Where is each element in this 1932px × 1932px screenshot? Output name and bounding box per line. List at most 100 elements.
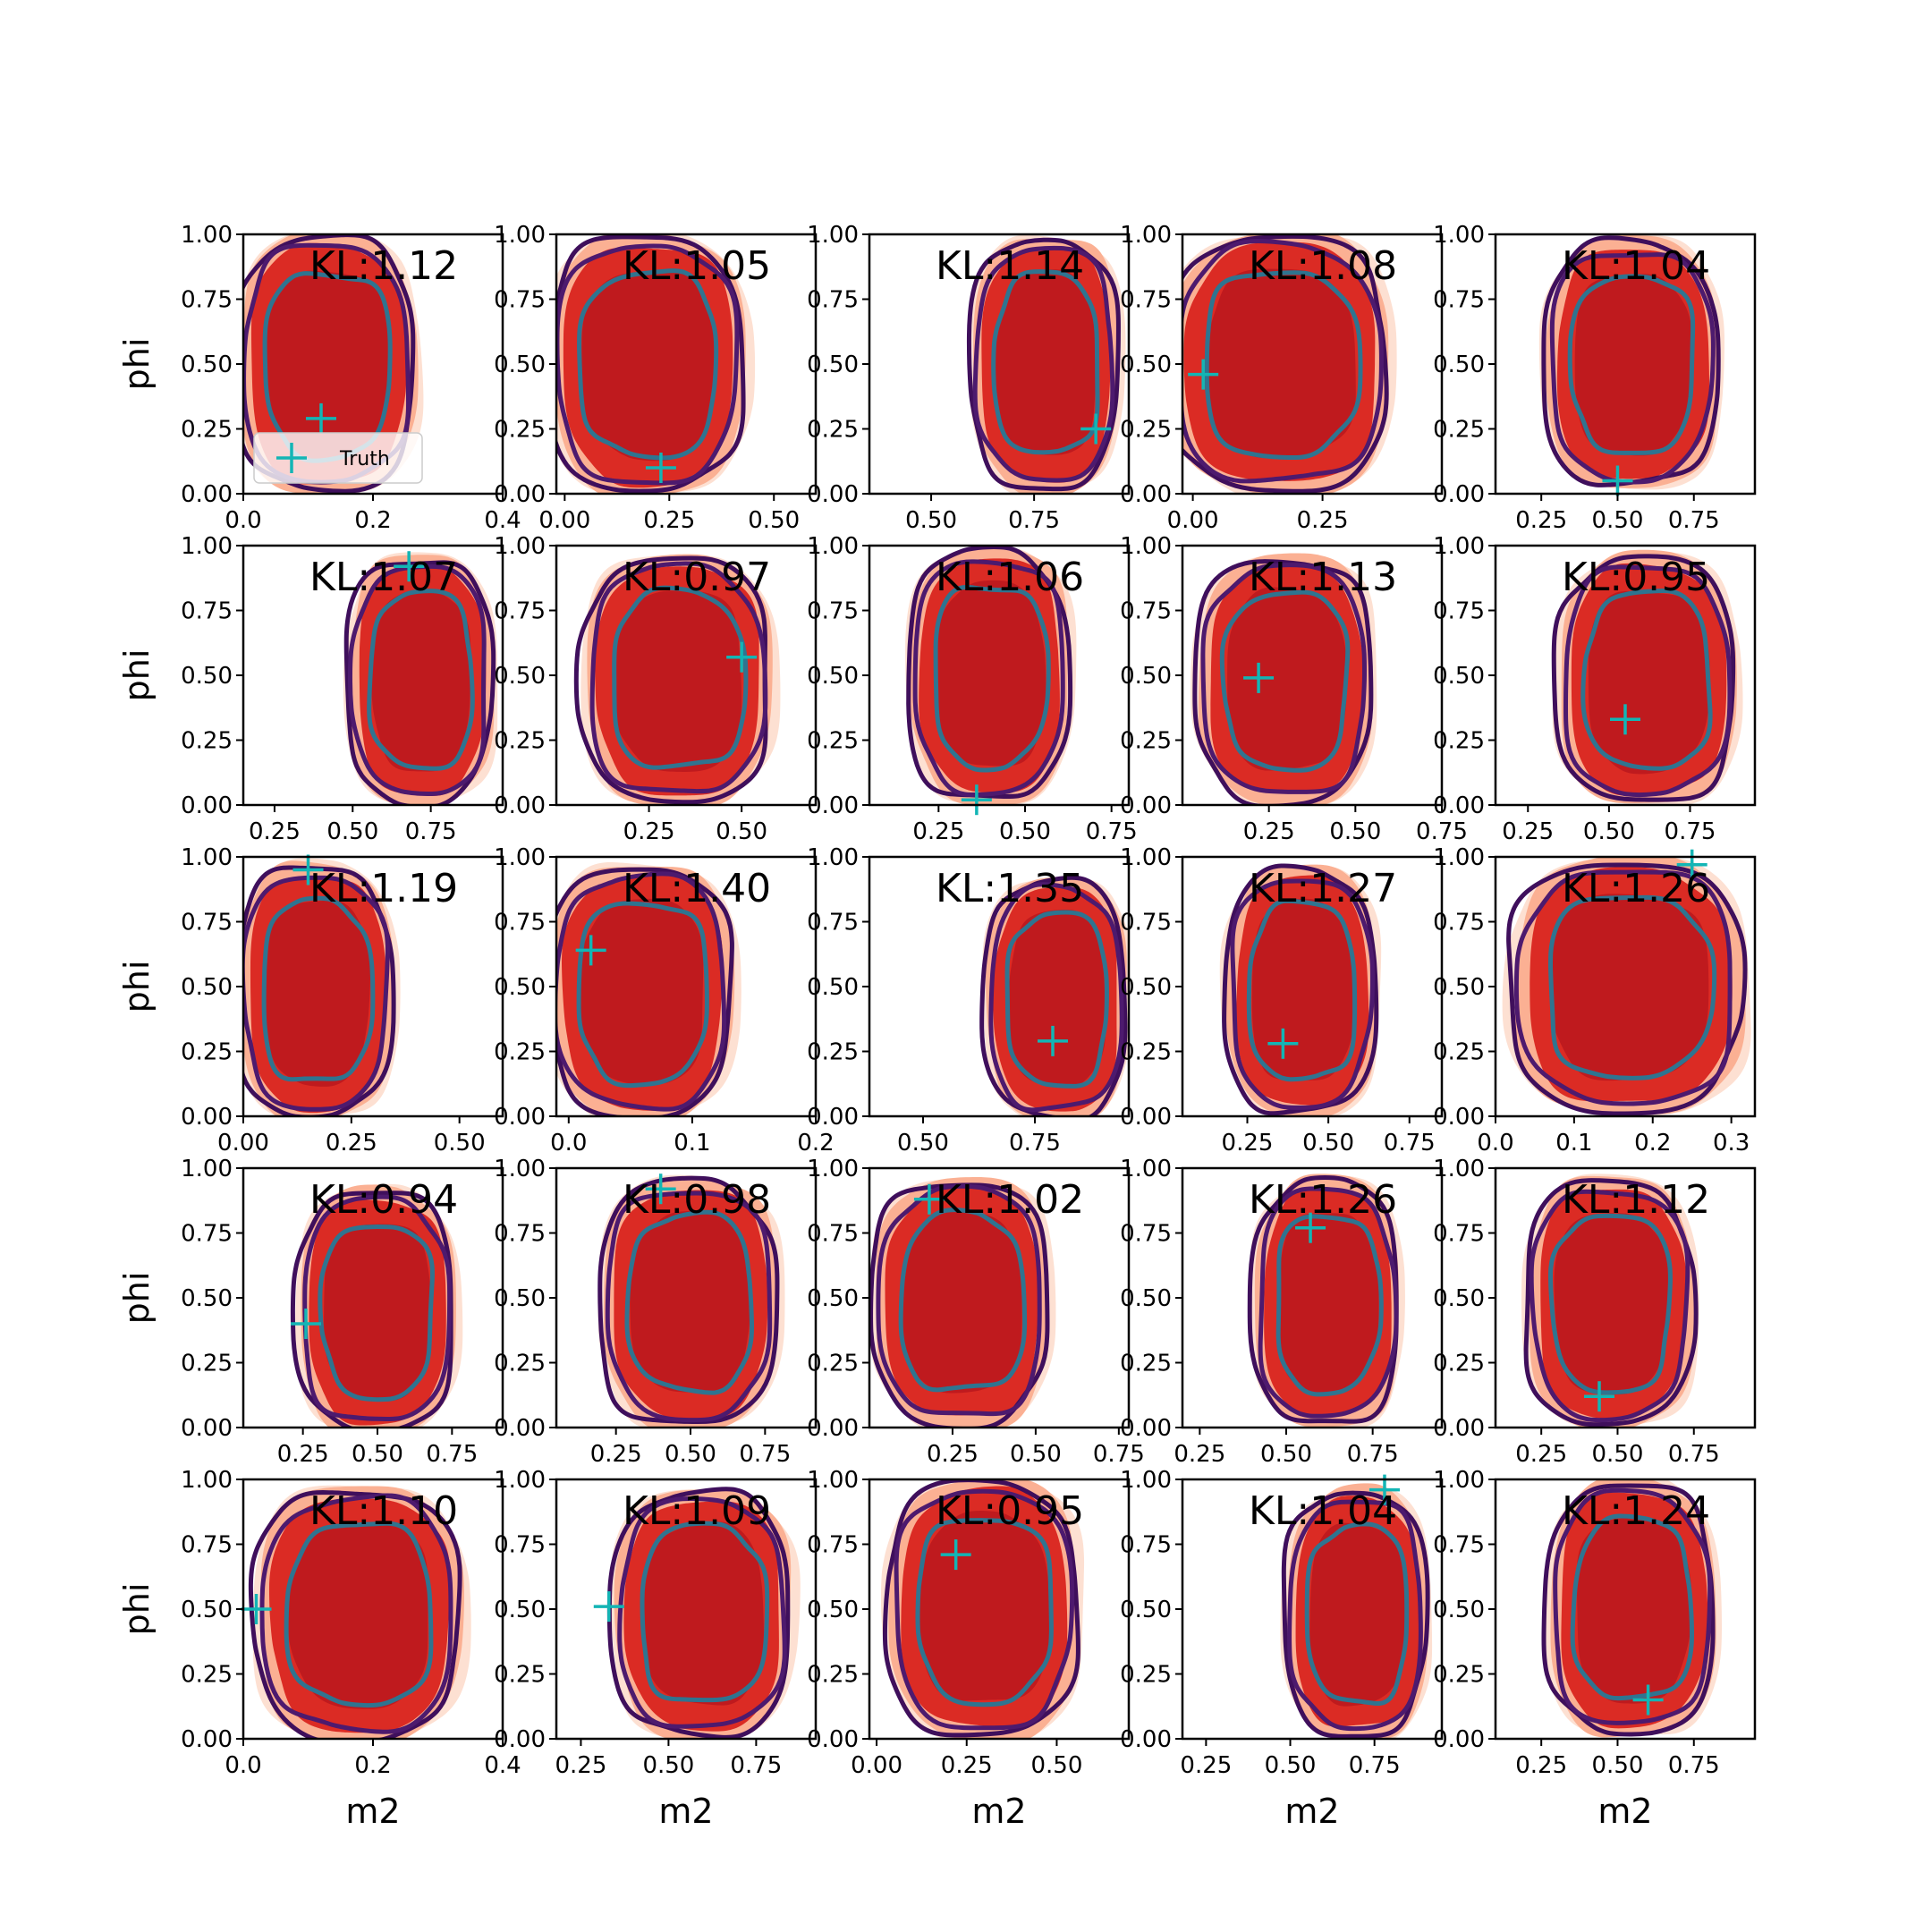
y-tick-label: 0.25: [807, 1039, 859, 1066]
x-tick-label: 0.25: [1515, 507, 1567, 534]
y-tick-label: 0.50: [181, 352, 233, 378]
y-tick-label: 1.00: [1120, 844, 1172, 871]
inner-contour: [915, 1518, 1054, 1707]
mid-contour: [1553, 1487, 1713, 1725]
outer-contour: [1551, 554, 1736, 802]
y-tick-label: 0.25: [494, 1662, 546, 1689]
outer-contour: [979, 875, 1128, 1116]
mid-contour: [556, 871, 727, 1112]
truth-marker: [306, 402, 336, 434]
y-tick-label: 0.75: [1120, 1221, 1172, 1248]
y-tick-label: 0.00: [181, 792, 233, 819]
x-tick-label: 0.00: [538, 507, 590, 534]
x-tick-label: 0.25: [1515, 1441, 1567, 1468]
density-fill-level-4: [371, 589, 471, 772]
y-tick-label: 1.00: [181, 533, 233, 560]
truth-marker: [593, 1591, 624, 1623]
y-tick-label: 1.00: [1433, 1156, 1485, 1182]
y-tick-label: 0.50: [1120, 974, 1172, 1001]
kl-annotation: KL:0.97: [623, 555, 771, 600]
x-tick-label: 0.75: [1384, 1130, 1436, 1157]
inner-contour: [1204, 270, 1363, 461]
y-tick-label: 0.50: [1120, 352, 1172, 378]
mid-contour: [876, 1183, 1042, 1417]
x-tick-label: 0.25: [927, 1441, 979, 1468]
mid-contour: [1200, 563, 1368, 794]
truth-marker: [726, 641, 758, 673]
y-tick-label: 1.00: [1120, 1156, 1172, 1182]
outer-contour: [1182, 234, 1389, 494]
kl-annotation: KL:1.14: [936, 243, 1084, 289]
y-tick-label: 0.50: [181, 1597, 233, 1623]
x-tick-label: 0.25: [326, 1130, 377, 1157]
legend-label: Truth: [339, 448, 390, 470]
y-axis-label: phi: [117, 1272, 157, 1325]
truth-marker: [961, 784, 992, 816]
density-fill-level-4: [267, 270, 389, 462]
panel-9: 0.00 0.25 0.50 0.75 1.00 0.25 0.50 0.75 KL:1.13: [1120, 533, 1468, 845]
mid-contour: [988, 882, 1124, 1113]
outer-contour: [906, 546, 1073, 800]
kl-annotation: KL:1.35: [936, 866, 1084, 911]
y-tick-label: 0.50: [494, 1597, 546, 1623]
y-tick-label: 0.75: [494, 1532, 546, 1559]
mid-contour: [589, 561, 768, 794]
inner-contour: [367, 589, 475, 771]
truth-marker: [291, 1309, 321, 1339]
inner-contour: [577, 268, 719, 461]
mid-contour: [1258, 1186, 1399, 1419]
density-fill-level-4: [630, 1210, 750, 1393]
outer-contour: [290, 1191, 453, 1428]
truth-marker: [1188, 359, 1219, 390]
y-tick-label: 0.00: [807, 1726, 859, 1753]
kl-annotation: KL:0.94: [309, 1177, 458, 1223]
y-tick-label: 0.75: [494, 1221, 546, 1248]
x-tick-label: 0.50: [999, 818, 1051, 845]
x-tick-label: 0.0: [550, 1130, 587, 1157]
panel-2: 0.00 0.25 0.50 0.75 1.00 0.00 0.25 0.50 KL:1.05: [494, 222, 818, 534]
panel-10: 0.00 0.25 0.50 0.75 1.00 0.25 0.50 0.75 KL:0.95: [1433, 533, 1757, 845]
y-tick-label: 0.00: [494, 1726, 546, 1753]
mid-contour: [1563, 564, 1733, 798]
inner-contour: [1004, 910, 1109, 1089]
panel-6: 0.00 0.25 0.50 0.75 1.00 0.25 0.50 0.75 KL:1.07 p…: [117, 533, 504, 845]
kl-annotation: KL:1.02: [936, 1177, 1084, 1223]
panel-3: 0.00 0.25 0.50 0.75 1.00 0.50 0.75 KL:1.14: [807, 222, 1131, 534]
x-tick-label: 0.25: [912, 818, 964, 845]
x-tick-label: 0.2: [354, 507, 391, 534]
panel-24: 0.00 0.25 0.50 0.75 1.00 0.25 0.50 0.75 KL:1.04 m…: [1120, 1467, 1444, 1831]
panel-12: 0.00 0.25 0.50 0.75 1.00 0.0 0.1 0.2 KL:1.40: [494, 844, 835, 1157]
x-tick-label: 0.75: [1668, 1752, 1720, 1779]
x-axis-label: m2: [345, 1792, 400, 1831]
x-tick-label: 0.50: [434, 1130, 486, 1157]
x-tick-label: 0.75: [1349, 1752, 1401, 1779]
y-tick-label: 0.75: [807, 1532, 859, 1559]
truth-marker: [1610, 704, 1640, 735]
kl-annotation: KL:1.04: [1562, 243, 1710, 289]
panel-16: 0.00 0.25 0.50 0.75 1.00 0.25 0.50 0.75 KL:0.94 p…: [117, 1156, 504, 1468]
density-fill-level-4: [1279, 1213, 1379, 1395]
outer-contour: [1541, 1483, 1716, 1737]
y-tick-label: 1.00: [494, 222, 546, 249]
inner-contour: [612, 585, 749, 770]
x-tick-label: 0.25: [1243, 818, 1295, 845]
x-tick-label: 0.75: [1665, 818, 1716, 845]
y-tick-label: 0.25: [181, 1662, 233, 1689]
x-tick-label: 0.50: [665, 1441, 716, 1468]
y-tick-label: 0.50: [181, 974, 233, 1001]
mid-contour: [972, 245, 1115, 483]
y-axis-label: phi: [117, 649, 157, 702]
panel-1: 0.00 0.25 0.50 0.75 1.00 0.0 0.2 0.4 KL:1.12 phi T…: [117, 222, 521, 534]
x-tick-label: 0.1: [1555, 1130, 1592, 1157]
y-tick-label: 0.75: [1433, 287, 1485, 314]
panel-17: 0.00 0.25 0.50 0.75 1.00 0.25 0.50 0.75 KL:0.98: [494, 1156, 818, 1468]
y-tick-label: 0.25: [1433, 728, 1485, 755]
kl-annotation: KL:1.26: [1562, 866, 1710, 911]
y-tick-label: 1.00: [181, 1156, 233, 1182]
panel-13: 0.00 0.25 0.50 0.75 1.00 0.50 0.75 KL:1.35: [807, 844, 1131, 1157]
density-fill-level-4: [263, 900, 371, 1087]
x-tick-label: 0.4: [484, 507, 521, 534]
density-fill-level-4: [287, 1523, 428, 1709]
panel-8: 0.00 0.25 0.50 0.75 1.00 0.25 0.50 0.75 KL:1.06: [807, 533, 1138, 845]
x-tick-label: 0.2: [354, 1752, 391, 1779]
